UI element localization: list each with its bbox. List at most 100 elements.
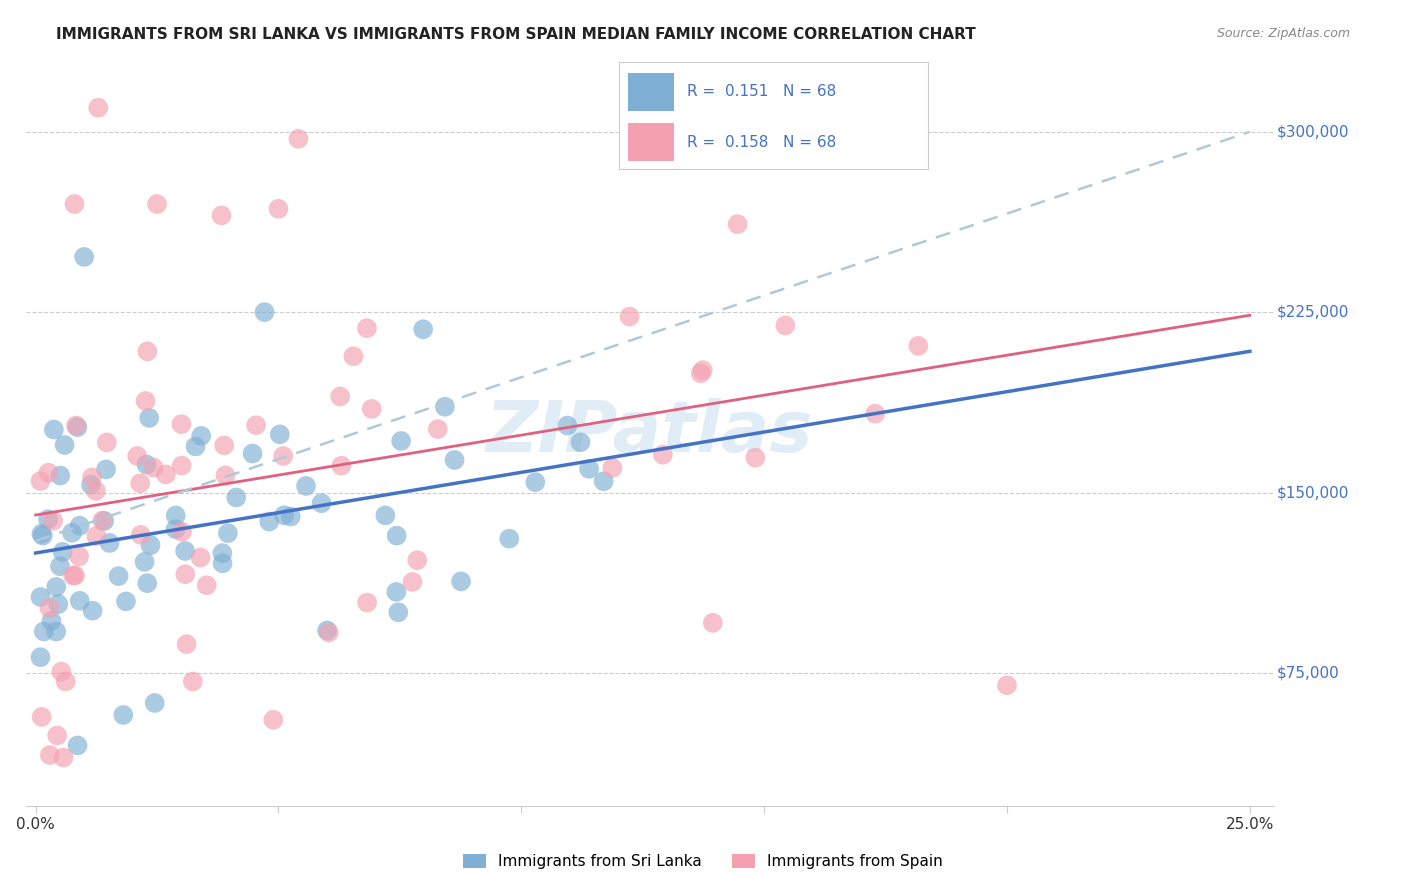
Immigrants from Sri Lanka	[136, 576, 159, 591]
Text: $300,000: $300,000	[1277, 124, 1350, 139]
Immigrants from Sri Lanka	[450, 574, 472, 589]
Immigrants from Spain	[863, 407, 886, 421]
Immigrants from Spain	[65, 418, 87, 433]
Immigrants from Sri Lanka	[280, 509, 302, 524]
Immigrants from Sri Lanka	[412, 322, 434, 336]
FancyBboxPatch shape	[628, 73, 675, 111]
Immigrants from Sri Lanka	[387, 605, 409, 619]
Immigrants from Sri Lanka	[211, 557, 233, 571]
Immigrants from Spain	[63, 568, 86, 582]
Immigrants from Spain	[42, 514, 65, 528]
Immigrants from Sri Lanka	[82, 604, 104, 618]
Immigrants from Spain	[287, 132, 309, 146]
Immigrants from Sri Lanka	[295, 479, 318, 493]
Immigrants from Sri Lanka	[49, 468, 72, 483]
Immigrants from Spain	[146, 197, 169, 211]
Immigrants from Sri Lanka	[49, 559, 72, 574]
Immigrants from Spain	[80, 470, 103, 484]
Immigrants from Sri Lanka	[190, 429, 212, 443]
Immigrants from Sri Lanka	[30, 526, 52, 541]
Legend: Immigrants from Sri Lanka, Immigrants from Spain: Immigrants from Sri Lanka, Immigrants fr…	[457, 848, 949, 875]
Immigrants from Spain	[329, 390, 352, 404]
Immigrants from Spain	[170, 458, 193, 473]
Immigrants from Spain	[62, 568, 84, 582]
Immigrants from Spain	[342, 349, 364, 363]
Text: IMMIGRANTS FROM SRI LANKA VS IMMIGRANTS FROM SPAIN MEDIAN FAMILY INCOME CORRELAT: IMMIGRANTS FROM SRI LANKA VS IMMIGRANTS …	[56, 27, 976, 42]
Immigrants from Spain	[91, 514, 114, 528]
Immigrants from Sri Lanka	[592, 475, 614, 489]
Immigrants from Sri Lanka	[242, 446, 264, 460]
Immigrants from Sri Lanka	[184, 439, 207, 453]
Immigrants from Spain	[727, 217, 749, 231]
Immigrants from Spain	[142, 460, 165, 475]
Immigrants from Sri Lanka	[52, 545, 75, 559]
Immigrants from Spain	[55, 674, 77, 689]
Immigrants from Sri Lanka	[389, 434, 412, 448]
Immigrants from Spain	[63, 197, 86, 211]
Immigrants from Spain	[744, 450, 766, 465]
Immigrants from Sri Lanka	[115, 594, 138, 608]
Immigrants from Spain	[129, 528, 152, 542]
Immigrants from Spain	[602, 461, 624, 475]
Immigrants from Sri Lanka	[316, 624, 339, 638]
Immigrants from Sri Lanka	[433, 400, 456, 414]
Immigrants from Sri Lanka	[443, 453, 465, 467]
Immigrants from Sri Lanka	[578, 462, 600, 476]
Immigrants from Spain	[267, 202, 290, 216]
Immigrants from Sri Lanka	[93, 514, 115, 528]
Immigrants from Spain	[702, 615, 724, 630]
Immigrants from Sri Lanka	[269, 427, 291, 442]
Immigrants from Sri Lanka	[66, 739, 89, 753]
Text: $225,000: $225,000	[1277, 305, 1348, 319]
Immigrants from Spain	[330, 458, 353, 473]
Immigrants from Spain	[134, 394, 156, 409]
Immigrants from Spain	[214, 468, 236, 483]
Text: Source: ZipAtlas.com: Source: ZipAtlas.com	[1216, 27, 1350, 40]
Immigrants from Spain	[619, 310, 641, 324]
Immigrants from Sri Lanka	[273, 508, 295, 523]
Text: R =  0.158   N = 68: R = 0.158 N = 68	[686, 136, 837, 150]
Immigrants from Sri Lanka	[211, 546, 233, 560]
Immigrants from Spain	[406, 553, 429, 567]
Immigrants from Spain	[37, 466, 59, 480]
Immigrants from Sri Lanka	[31, 528, 53, 542]
Immigrants from Spain	[775, 318, 797, 333]
Immigrants from Spain	[38, 748, 60, 763]
Immigrants from Sri Lanka	[143, 696, 166, 710]
Immigrants from Sri Lanka	[253, 305, 276, 319]
Immigrants from Spain	[271, 449, 294, 463]
Immigrants from Spain	[211, 208, 233, 222]
Immigrants from Spain	[651, 448, 673, 462]
Immigrants from Sri Lanka	[107, 569, 129, 583]
Immigrants from Spain	[170, 417, 193, 432]
Immigrants from Sri Lanka	[37, 512, 59, 526]
Immigrants from Sri Lanka	[385, 529, 408, 543]
Immigrants from Sri Lanka	[374, 508, 396, 523]
Text: R =  0.151   N = 68: R = 0.151 N = 68	[686, 84, 837, 99]
Immigrants from Sri Lanka	[45, 580, 67, 594]
Text: ZIPatlas: ZIPatlas	[486, 398, 814, 467]
Immigrants from Sri Lanka	[45, 624, 67, 639]
Immigrants from Spain	[692, 363, 714, 377]
Immigrants from Spain	[31, 710, 53, 724]
Immigrants from Spain	[30, 474, 52, 488]
Immigrants from Sri Lanka	[385, 585, 408, 599]
Immigrants from Sri Lanka	[46, 597, 69, 611]
Immigrants from Sri Lanka	[32, 624, 55, 639]
Immigrants from Spain	[195, 578, 218, 592]
Immigrants from Spain	[52, 750, 75, 764]
Immigrants from Spain	[176, 637, 198, 651]
Text: $150,000: $150,000	[1277, 485, 1348, 500]
Immigrants from Sri Lanka	[165, 522, 187, 536]
Immigrants from Spain	[87, 101, 110, 115]
Immigrants from Sri Lanka	[69, 518, 91, 533]
Immigrants from Sri Lanka	[80, 477, 103, 491]
Immigrants from Sri Lanka	[30, 590, 52, 604]
Immigrants from Spain	[96, 435, 118, 450]
Immigrants from Sri Lanka	[112, 708, 135, 723]
Immigrants from Sri Lanka	[311, 496, 333, 510]
Immigrants from Spain	[426, 422, 449, 436]
Immigrants from Spain	[995, 678, 1018, 692]
Immigrants from Spain	[262, 713, 284, 727]
Immigrants from Spain	[67, 549, 90, 564]
